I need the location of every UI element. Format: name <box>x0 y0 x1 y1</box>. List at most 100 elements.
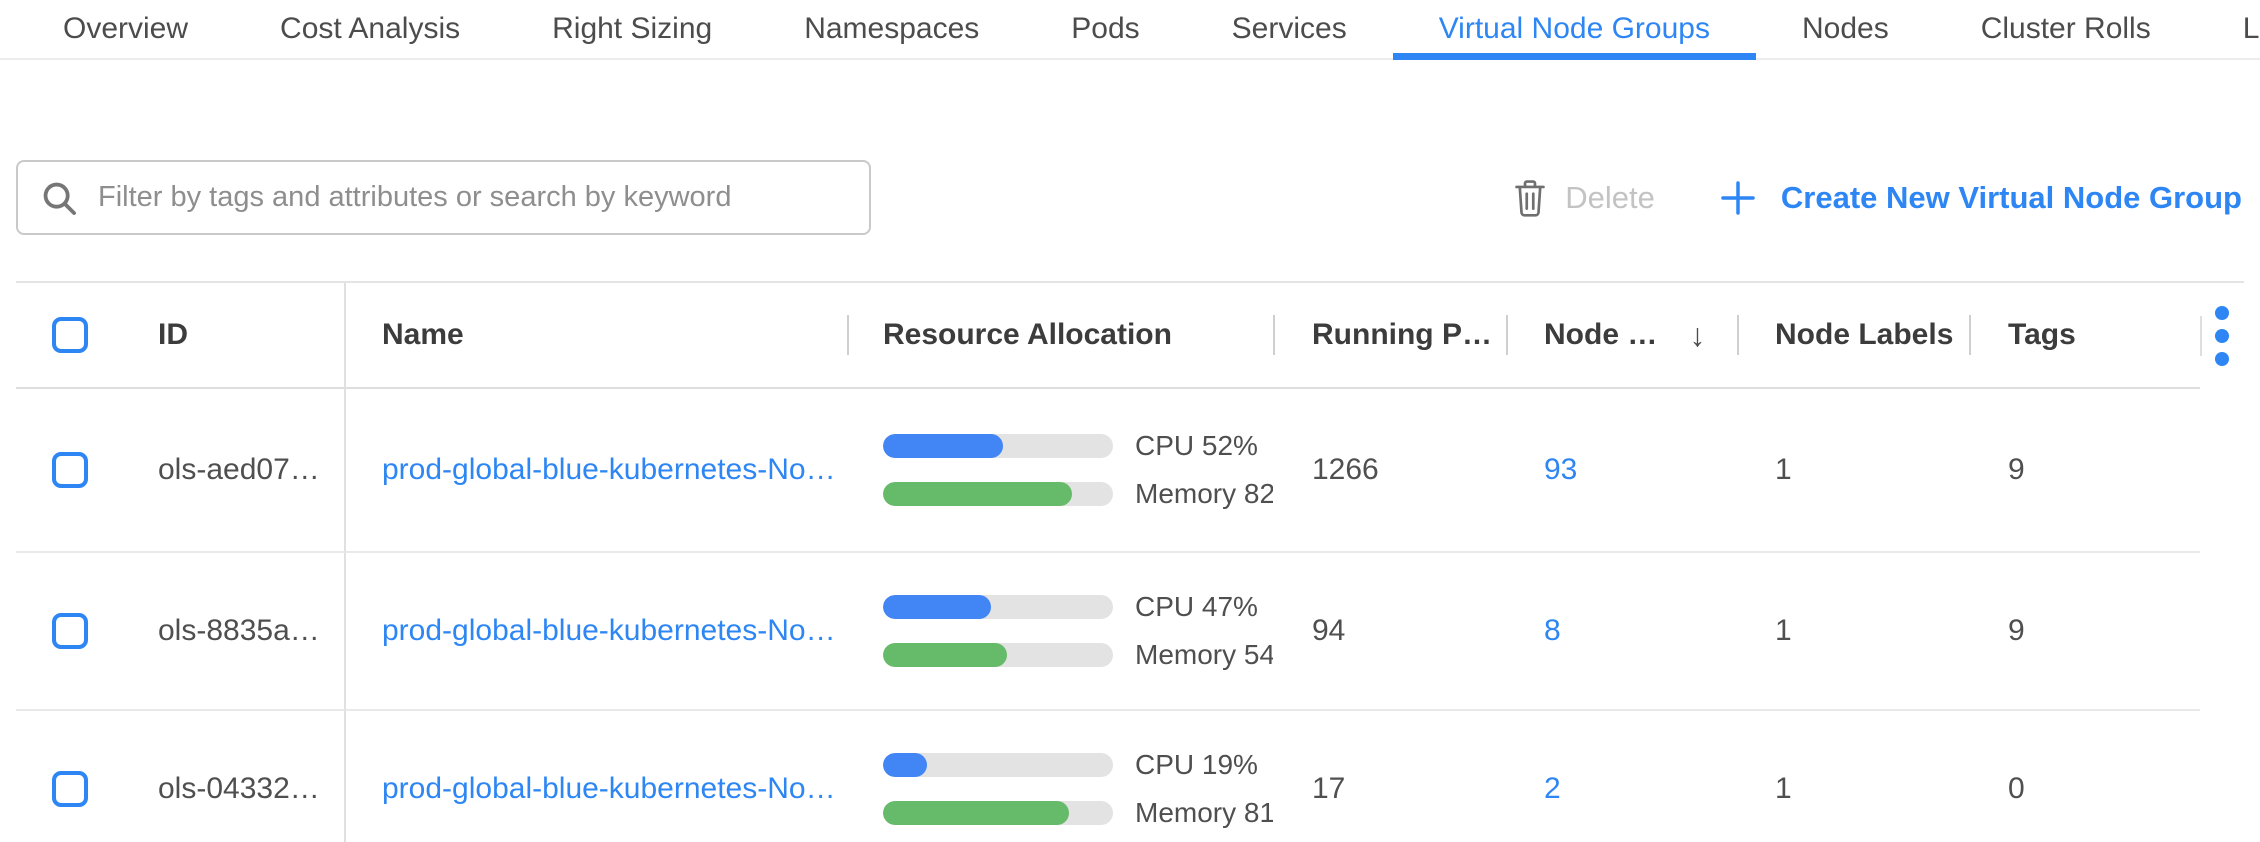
column-header-node-labels-label: Node Labels <box>1775 318 1954 351</box>
column-header-id[interactable]: ID <box>120 283 346 389</box>
row-checkbox[interactable] <box>52 613 88 649</box>
tab-log[interactable]: Log <box>2197 0 2260 58</box>
row-checkbox-cell <box>16 389 120 553</box>
row-node-labels-cell: 1 <box>1737 711 1969 842</box>
row-checkbox-cell <box>16 711 120 842</box>
header-kebab-cell <box>2200 283 2244 389</box>
sort-descending-icon: ↓ <box>1689 316 1706 353</box>
cpu-usage-bar <box>883 434 1113 458</box>
column-header-name[interactable]: Name <box>346 283 847 389</box>
virtual-node-groups-table: ID Name Resource Allocation Running P… N… <box>16 281 2244 842</box>
row-name-cell: prod-global-blue-kubernetes-No… <box>346 711 847 842</box>
memory-usage-bar <box>883 801 1113 825</box>
row-nodes-cell: 2 <box>1506 711 1737 842</box>
cpu-usage-bar <box>883 753 1113 777</box>
tab-nodes[interactable]: Nodes <box>1756 0 1935 58</box>
row-name-cell: prod-global-blue-kubernetes-No… <box>346 553 847 711</box>
row-running-pods-cell: 94 <box>1273 553 1506 711</box>
trash-icon <box>1513 178 1547 218</box>
running-pods-count: 94 <box>1312 614 1346 647</box>
node-group-name-link[interactable]: prod-global-blue-kubernetes-No… <box>382 772 836 805</box>
select-all-checkbox[interactable] <box>52 317 88 353</box>
column-header-tags-label: Tags <box>2008 318 2076 351</box>
memory-usage-label: Memory 81% <box>1135 797 1273 828</box>
memory-usage-label: Memory 82% <box>1135 478 1273 509</box>
row-resource-allocation-cell: CPU 19% Memory 81% <box>847 711 1273 842</box>
row-checkbox[interactable] <box>52 452 88 488</box>
tab-pods[interactable]: Pods <box>1025 0 1185 58</box>
column-header-resource-allocation-label: Resource Allocation <box>883 318 1172 351</box>
row-tags-cell: 9 <box>1969 553 2200 711</box>
row-id-text: ols-04332… <box>158 772 320 805</box>
cpu-usage-label: CPU 52% <box>1135 430 1258 461</box>
memory-usage-label: Memory 54% <box>1135 639 1273 670</box>
column-header-tags[interactable]: Tags <box>1969 283 2200 389</box>
node-group-name-link[interactable]: prod-global-blue-kubernetes-No… <box>382 614 836 647</box>
node-labels-count: 1 <box>1775 614 1792 647</box>
create-virtual-node-group-button[interactable]: Create New Virtual Node Group <box>1719 179 2242 217</box>
column-header-nodes-label: Node … <box>1544 318 1658 351</box>
row-kebab-cell <box>2200 553 2244 711</box>
table-row: ols-04332… prod-global-blue-kubernetes-N… <box>16 711 2244 842</box>
tags-count: 9 <box>2008 614 2025 647</box>
create-button-label: Create New Virtual Node Group <box>1780 179 2242 215</box>
column-header-resource-allocation[interactable]: Resource Allocation <box>847 283 1273 389</box>
node-labels-count: 1 <box>1775 453 1792 486</box>
filter-search-input[interactable] <box>98 181 847 214</box>
cpu-usage-label: CPU 19% <box>1135 749 1258 780</box>
cpu-usage-bar <box>883 595 1113 619</box>
table-header-row: ID Name Resource Allocation Running P… N… <box>16 283 2244 389</box>
cpu-usage-label: CPU 47% <box>1135 591 1258 622</box>
tags-count: 9 <box>2008 453 2025 486</box>
row-id-text: ols-8835a… <box>158 614 320 647</box>
row-resource-allocation-cell: CPU 52% Memory 82% <box>847 389 1273 553</box>
table-row: ols-8835a… prod-global-blue-kubernetes-N… <box>16 553 2244 711</box>
column-header-running-pods[interactable]: Running P… <box>1273 283 1506 389</box>
tab-namespaces[interactable]: Namespaces <box>758 0 1025 58</box>
tab-services[interactable]: Services <box>1186 0 1393 58</box>
search-icon <box>40 179 78 217</box>
filter-search-box <box>16 160 871 235</box>
row-id-text: ols-aed07… <box>158 453 320 486</box>
node-count-link[interactable]: 8 <box>1544 614 1561 647</box>
node-labels-count: 1 <box>1775 772 1792 805</box>
tags-count: 0 <box>2008 772 2025 805</box>
tab-cost-analysis[interactable]: Cost Analysis <box>234 0 506 58</box>
row-id-cell: ols-04332… <box>120 711 346 842</box>
column-header-id-label: ID <box>158 318 188 351</box>
tab-cluster-rolls[interactable]: Cluster Rolls <box>1935 0 2197 58</box>
table-row: ols-aed07… prod-global-blue-kubernetes-N… <box>16 389 2244 553</box>
row-tags-cell: 0 <box>1969 711 2200 842</box>
row-node-labels-cell: 1 <box>1737 389 1969 553</box>
column-header-name-label: Name <box>382 318 464 351</box>
row-running-pods-cell: 17 <box>1273 711 1506 842</box>
row-checkbox[interactable] <box>52 771 88 807</box>
toolbar-actions: Delete Create New Virtual Node Group <box>1513 178 2244 218</box>
tab-bar: Overview Cost Analysis Right Sizing Name… <box>0 0 2260 60</box>
row-name-cell: prod-global-blue-kubernetes-No… <box>346 389 847 553</box>
column-header-node-labels[interactable]: Node Labels <box>1737 283 1969 389</box>
row-running-pods-cell: 1266 <box>1273 389 1506 553</box>
row-kebab-cell <box>2200 389 2244 553</box>
row-kebab-cell <box>2200 711 2244 842</box>
node-group-name-link[interactable]: prod-global-blue-kubernetes-No… <box>382 453 836 486</box>
tab-right-sizing[interactable]: Right Sizing <box>506 0 758 58</box>
row-node-labels-cell: 1 <box>1737 553 1969 711</box>
row-tags-cell: 9 <box>1969 389 2200 553</box>
delete-button[interactable]: Delete <box>1513 178 1655 218</box>
row-id-cell: ols-aed07… <box>120 389 346 553</box>
node-count-link[interactable]: 2 <box>1544 772 1561 805</box>
row-nodes-cell: 8 <box>1506 553 1737 711</box>
running-pods-count: 17 <box>1312 772 1346 805</box>
column-header-nodes[interactable]: Node … ↓ <box>1506 283 1737 389</box>
memory-usage-bar <box>883 643 1113 667</box>
column-options-kebab-icon[interactable] <box>2211 302 2233 370</box>
tab-virtual-node-groups[interactable]: Virtual Node Groups <box>1392 0 1757 60</box>
row-resource-allocation-cell: CPU 47% Memory 54% <box>847 553 1273 711</box>
column-header-running-pods-label: Running P… <box>1312 318 1492 351</box>
toolbar: Delete Create New Virtual Node Group <box>0 160 2260 235</box>
node-count-link[interactable]: 93 <box>1544 453 1578 486</box>
header-checkbox-cell <box>16 283 120 389</box>
tab-overview[interactable]: Overview <box>17 0 234 58</box>
row-nodes-cell: 93 <box>1506 389 1737 553</box>
